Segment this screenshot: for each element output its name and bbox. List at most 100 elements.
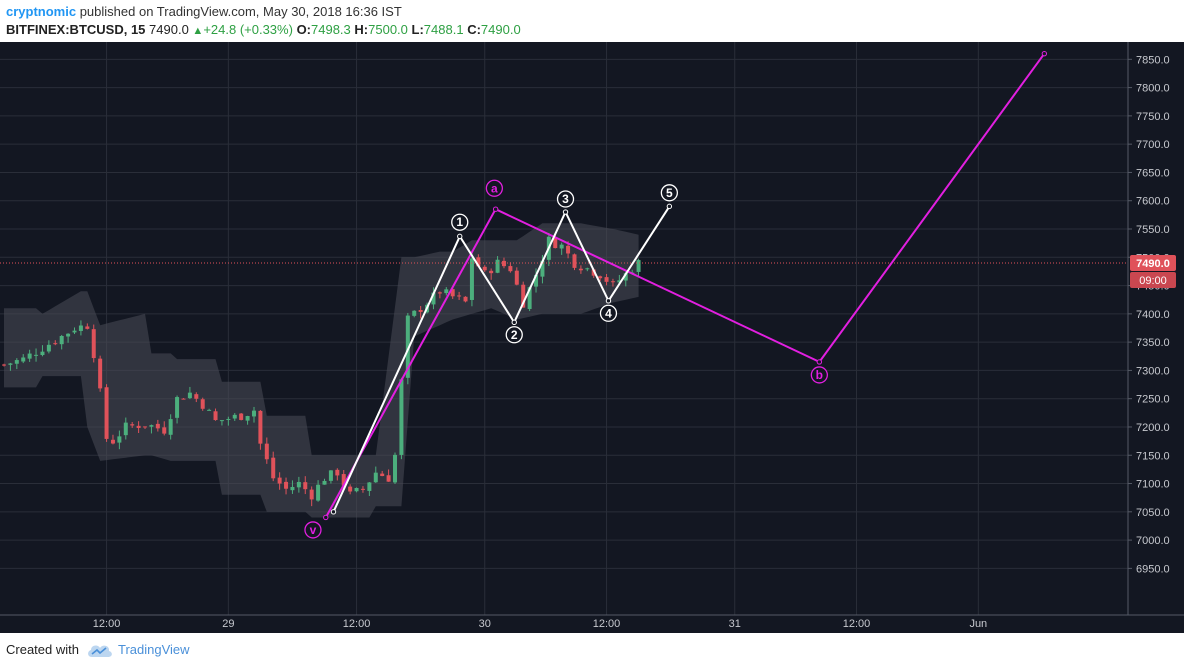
price-tick-label: 7100.0 [1136,479,1170,491]
candle-body [59,335,64,345]
ohlc-line: BITFINEX:BTCUSD, 15 7490.0 ▲+24.8 (+0.33… [6,22,521,37]
candle-body [239,413,244,420]
candle-body [412,310,417,316]
wave-impulse-label-text: 2 [511,328,518,342]
price-tick-label: 7000.0 [1136,535,1170,547]
close-value: 7490.0 [480,22,521,37]
candle-body [578,268,583,271]
candle-body [328,470,333,481]
price-tick-label: 7650.0 [1136,167,1170,179]
candle-body [617,280,622,283]
wave-abc-vertex[interactable] [1041,50,1048,57]
wave-impulse-vertex[interactable] [562,209,569,215]
wave-impulse-label-circle[interactable] [451,213,469,231]
candle-body [72,330,77,333]
created-with-text: Created with [6,642,79,657]
price-chart[interactable]: v a b 1 2 3 4 5 6950.0 7000.0 7050.0 7100.0 7150.0… [0,42,1184,633]
wave-impulse-vertex[interactable] [605,298,612,304]
wave-impulse-label-circle[interactable] [599,304,618,322]
candle-body [155,423,160,429]
candle-body [585,268,590,270]
wave-impulse-label-circle[interactable] [505,326,523,344]
band-area [4,223,639,518]
candle-body [8,363,13,365]
candle-body [27,353,32,359]
wave-impulse-label-circle[interactable] [556,190,575,208]
wave-abc-label-circle[interactable] [304,521,322,539]
candle-body [194,394,199,399]
symbol-label[interactable]: BITFINEX:BTCUSD, 15 [6,22,146,37]
candle-body [66,333,71,337]
candle-body [251,410,256,417]
tradingview-cloud-icon [88,645,112,657]
candle-body [123,422,128,436]
candle-body [463,296,468,302]
candle-body [373,472,378,483]
tradingview-link[interactable]: TradingView [118,642,190,657]
candle-body [2,364,6,366]
wave-abc-label-text: b [816,368,823,382]
candle-body [501,260,506,267]
plot-background [0,42,1128,633]
wave-impulse-vertex[interactable] [330,509,337,515]
wave-abc-vertex[interactable] [323,514,329,521]
candle-body [219,420,224,422]
candle-body [431,292,436,305]
candle-body [348,486,353,492]
candle-body [540,260,545,277]
candle-body [85,326,90,329]
candle-body [482,266,487,271]
candle-body [168,419,173,435]
candle-body [598,276,603,279]
candle-body [335,469,340,476]
price-tick-label: 7750.0 [1136,111,1170,123]
wave-impulse-line[interactable] [332,205,671,513]
candle-body [354,488,359,492]
time-tick-label: 12:00 [93,618,121,630]
time-axis[interactable]: 12:00 29 12:00 30 12:00 31 12:00 Jun [93,618,987,630]
candle-body [187,392,192,399]
candle-body [290,486,295,491]
candle-body [572,254,577,268]
wave-impulse-vertex[interactable] [511,319,517,326]
up-arrow-icon: ▲ [192,25,204,37]
price-tick-label: 7300.0 [1136,365,1170,377]
candle-body [200,399,205,409]
candle-body [489,270,494,274]
candle-body [162,427,167,434]
price-badge-label: 7490.0 [1136,258,1170,270]
candle-body [553,237,558,249]
wave-count-1-5[interactable]: 1 2 3 4 5 [330,184,679,515]
candle-body [117,436,122,443]
candle-body [604,277,609,282]
wave-abc-line[interactable] [324,53,1046,518]
candle-body [437,292,442,294]
wave-abc-vertex[interactable] [816,359,823,365]
wave-impulse-label-text: 3 [562,192,569,206]
candle-body [623,273,628,281]
candle-body [450,289,455,297]
candle-body [277,477,282,484]
wave-impulse-label-circle[interactable] [660,184,679,202]
wave-impulse-vertex[interactable] [457,233,463,240]
price-tick-label: 7600.0 [1136,196,1170,208]
price-tick-label: 7150.0 [1136,450,1170,462]
wave-count-v-a-b[interactable]: v a b [304,50,1048,539]
price-axis-background [1128,42,1184,633]
candle-body [175,397,180,418]
current-price-badge: 7490.0 09:00 [1130,254,1176,288]
wave-impulse-vertex[interactable] [666,203,673,210]
time-tick-label: 29 [222,618,234,630]
wave-abc-label-circle[interactable] [810,366,829,384]
candle-body [469,258,474,300]
candle-body [284,481,289,489]
candle-body [495,259,500,273]
wave-abc-label-circle[interactable] [485,179,504,197]
chart-header: cryptnomic published on TradingView.com,… [0,0,1184,42]
price-tick-label: 7800.0 [1136,83,1170,95]
low-label: L: [411,22,424,37]
wave-abc-vertex[interactable] [492,206,499,212]
candle-body [521,284,526,308]
author-link[interactable]: cryptnomic [6,4,77,19]
candle-body [136,425,141,428]
